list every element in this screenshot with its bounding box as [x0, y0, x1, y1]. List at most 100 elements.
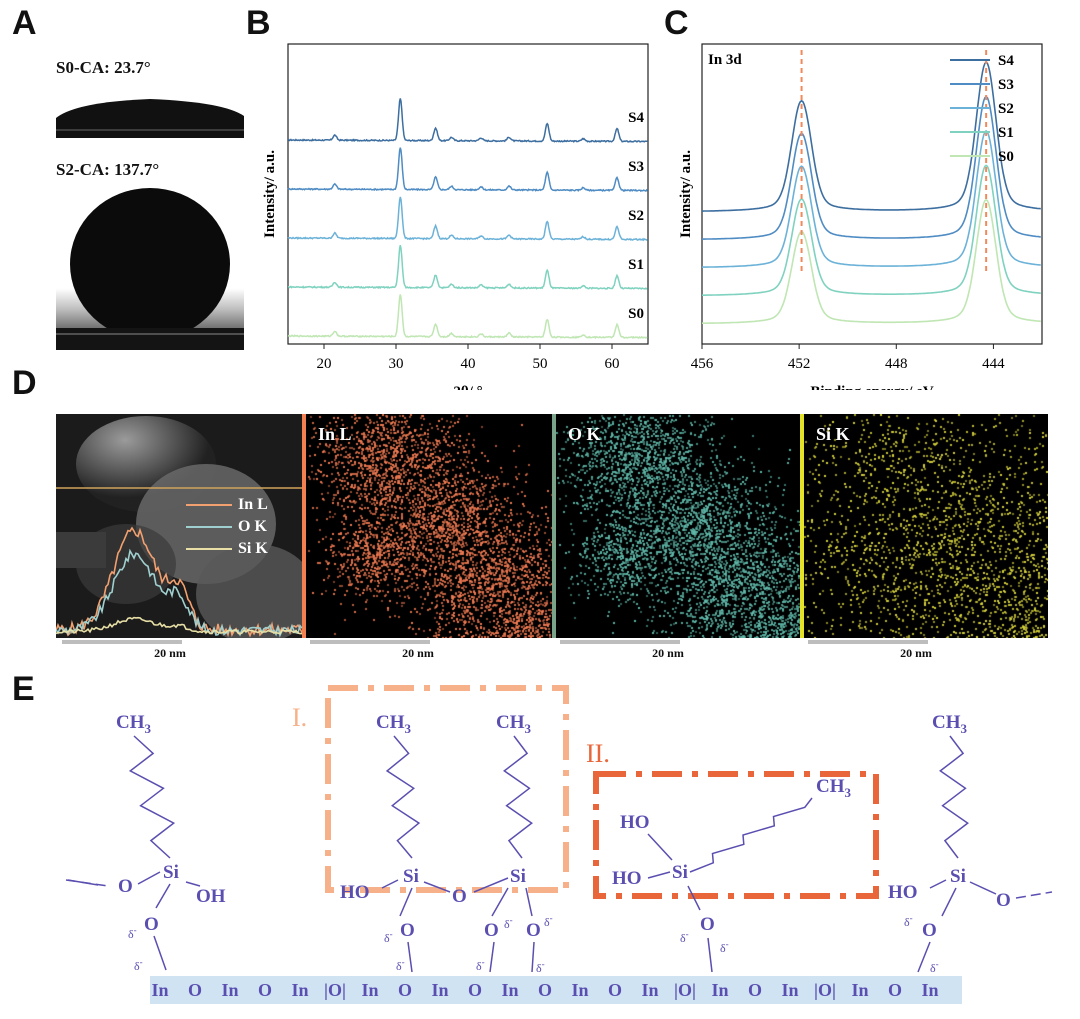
linescan-legend: In L O K Si K	[186, 494, 296, 560]
xrd-chart: 20 30 40 50 60 2θ/ ° Intensity/ a.u. S4 S3 S2 S1 S0	[262, 43, 649, 390]
bond	[707, 937, 713, 973]
si-k-linescan	[56, 616, 302, 635]
haadf-linescan-tile: In L O K Si K	[56, 414, 302, 638]
box-i-label: I.	[292, 703, 307, 732]
alkyl-chain	[128, 735, 176, 859]
x-tick-label: 452	[788, 356, 811, 372]
scale-bar-label: 20 nm	[652, 646, 684, 660]
methyl-group: CH3	[816, 776, 852, 800]
x-tick-label: 30	[389, 356, 404, 372]
x-tick-label: 456	[691, 356, 714, 372]
surface-schematic: In O In O In |O| In O In O In O In O In |O| In O In |O| In O I…	[65, 685, 1053, 1004]
partial-charge: δ-	[536, 959, 545, 975]
bond	[687, 885, 701, 911]
partial-charge: δ-	[128, 925, 137, 941]
xps-series-s0	[702, 198, 1041, 324]
scale-bar	[310, 640, 430, 644]
x-tick-label: 448	[885, 356, 908, 372]
in-l-map	[306, 414, 552, 638]
oxygen-atom: O	[452, 886, 467, 907]
oxygen-atom: O	[188, 980, 202, 1000]
x-axis-title: Binding energy/ eV	[810, 384, 934, 390]
oxygen-atom: O	[468, 980, 482, 1000]
series-label-s0: S0	[628, 306, 644, 322]
bond	[929, 879, 947, 889]
bond	[531, 941, 535, 973]
silicon-atom: Si	[950, 866, 966, 887]
oxygen-atom: O	[538, 980, 552, 1000]
series-label-s3: S3	[628, 159, 644, 175]
box-i-frame	[325, 685, 569, 893]
scale-bar-label: 20 nm	[900, 646, 932, 660]
y-axis-title: Intensity/ a.u.	[262, 150, 278, 238]
alkyl-chain	[503, 735, 533, 859]
alkyl-chain	[689, 797, 813, 873]
indium-atom: In	[221, 980, 238, 1000]
bond	[381, 879, 399, 889]
legend-item-si-k: Si K	[186, 538, 296, 560]
xrd-series-s0	[287, 294, 648, 340]
oxygen-atom: O	[748, 980, 762, 1000]
s0-droplet-image	[56, 86, 244, 138]
partial-charge: δ-	[384, 929, 393, 945]
legend-item-in-l: In L	[186, 494, 296, 516]
oxygen-atom: O	[996, 890, 1011, 911]
bond	[647, 871, 671, 879]
oxygen-atom: |O|	[814, 980, 836, 1000]
methyl-group: CH3	[116, 712, 152, 736]
in-l-linescan	[56, 526, 302, 638]
silicon-atom: Si	[403, 866, 419, 887]
panel-label-b: B	[246, 4, 271, 42]
oxygen-atom: |O|	[324, 980, 346, 1000]
xrd-series-s3	[287, 147, 648, 193]
bond	[423, 881, 451, 893]
legend-label: In L	[238, 496, 268, 513]
indium-atom: In	[781, 980, 798, 1000]
bond	[491, 887, 509, 917]
box-ii-frame	[593, 771, 879, 899]
bond	[917, 941, 931, 973]
scale-bar-label: 20 nm	[402, 646, 434, 660]
oxygen-atom: O	[922, 920, 937, 941]
xps-series-s2	[701, 129, 1041, 268]
x-axis-title: 2θ/ °	[453, 384, 482, 390]
oxygen-atom: O	[118, 876, 133, 897]
methyl-group: CH3	[932, 712, 968, 736]
hydroxyl-group: HO	[620, 812, 650, 833]
indium-atom: In	[151, 980, 168, 1000]
silicon-atom: Si	[163, 862, 179, 883]
xrd-series-s2	[287, 196, 648, 242]
oxygen-atom: O	[526, 920, 541, 941]
legend: S4 S3 S2 S1 S0	[950, 53, 1014, 165]
map-label-in-l: In L	[318, 424, 352, 444]
bond	[407, 941, 413, 973]
panel-label-a: A	[12, 4, 37, 42]
s0-contact-angle-label: S0-CA: 23.7°	[56, 58, 151, 77]
si-k-map	[804, 414, 1048, 638]
legend-label-s4: S4	[998, 53, 1014, 69]
substrate	[150, 976, 962, 1004]
o-k-map	[556, 414, 800, 638]
partial-charge: δ-	[680, 929, 689, 945]
legend-label-s3: S3	[998, 77, 1014, 93]
partial-charge: δ-	[476, 957, 485, 973]
oxygen-atom: |O|	[674, 980, 696, 1000]
bond	[941, 887, 957, 917]
bond	[185, 881, 201, 887]
plot-frame	[287, 43, 649, 345]
bond	[489, 941, 495, 973]
partial-charge: δ-	[134, 957, 143, 973]
series-label-s2: S2	[628, 208, 644, 224]
methyl-group: CH3	[376, 712, 412, 736]
xrd-series-s4	[288, 98, 648, 144]
hydroxyl-group: HO	[340, 882, 370, 903]
x-tick-label: 40	[461, 356, 476, 372]
alkyl-chain	[385, 735, 421, 859]
scale-bar	[560, 640, 680, 644]
partial-charge: δ-	[504, 915, 513, 931]
hydroxyl-group: HO	[888, 882, 918, 903]
oxygen-atom: O	[258, 980, 272, 1000]
legend-label-s1: S1	[998, 125, 1014, 141]
o-k-map-tile: O K	[556, 414, 800, 638]
legend-label: Si K	[238, 540, 268, 557]
